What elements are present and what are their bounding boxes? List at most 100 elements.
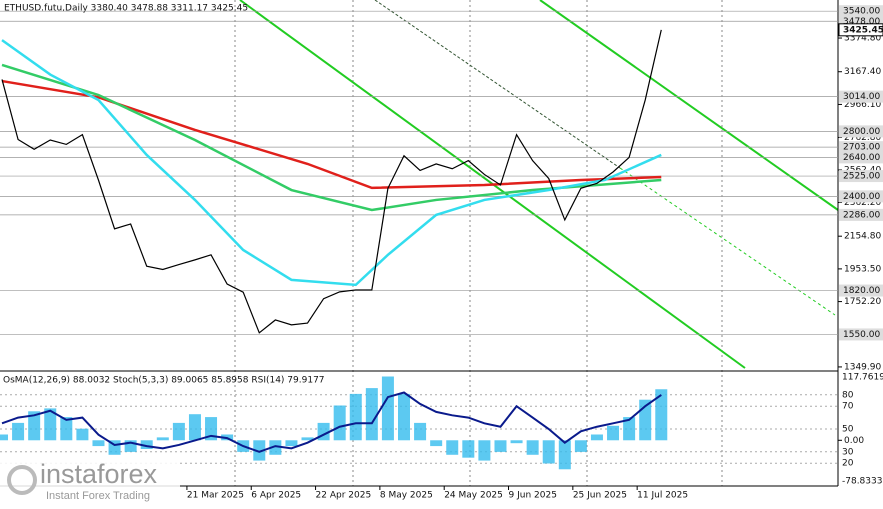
level-tag <box>839 190 883 203</box>
osma-bar <box>156 437 169 441</box>
osma-bar <box>494 440 507 452</box>
x-tick-label: 25 Jun 2025 <box>573 491 627 501</box>
y-tick-label: 2154.80 <box>844 232 881 242</box>
x-tick-label: 11 Jul 2025 <box>637 491 688 501</box>
level-label: 2800.00 <box>843 127 880 137</box>
indicator-tick-label: 80 <box>842 390 854 400</box>
osma-bar <box>12 422 25 441</box>
osma-bar <box>44 408 57 441</box>
level-tag <box>839 5 883 18</box>
osma-bar <box>0 434 8 441</box>
level-label: 1820.00 <box>843 286 880 296</box>
osma-bar <box>253 440 266 461</box>
level-tag <box>839 15 883 28</box>
x-tick-label: 8 May 2025 <box>380 491 433 501</box>
level-tag <box>839 208 883 221</box>
indicator-tick-label: 20 <box>842 459 854 469</box>
marks: 3374.803167.402966.102762.802562.402362.… <box>0 5 883 501</box>
osma-bar <box>365 388 378 441</box>
level-label: 3540.00 <box>843 7 880 17</box>
x-tick-label: 24 May 2025 <box>444 491 503 501</box>
osma-bar <box>607 425 620 441</box>
level-label: 2400.00 <box>843 192 880 202</box>
osma-bar <box>172 422 185 441</box>
osma-bar <box>269 440 282 455</box>
osma-bar <box>558 440 571 470</box>
osma-bar <box>590 434 603 441</box>
level-tag <box>839 170 883 183</box>
level-label: 3014.00 <box>843 92 880 102</box>
osma-bar <box>542 440 555 464</box>
moving-average <box>1 39 662 287</box>
osma-bar <box>140 440 153 449</box>
level-tag <box>839 125 883 138</box>
chart-title: ETHUSD.futu,Daily 3380.40 3478.88 3311.1… <box>4 4 248 14</box>
osma-bar <box>478 440 491 461</box>
indicator-tick-label: 50 <box>842 425 854 435</box>
y-tick-label: 3374.80 <box>844 34 881 44</box>
watermark-bg <box>0 458 180 505</box>
osma-bar <box>60 417 73 441</box>
level-label: 2703.00 <box>843 143 880 153</box>
osma-bar <box>92 440 105 447</box>
indicator-limit-label: -78.8333 <box>842 477 882 487</box>
osma-bar <box>655 389 668 441</box>
osma-bar <box>205 417 218 441</box>
trend-line <box>374 0 621 169</box>
tagline: Instant Forex Trading <box>46 490 150 502</box>
brand: instaforex <box>40 459 158 489</box>
logo-icon <box>7 465 37 495</box>
price-line <box>1 29 662 334</box>
level-label: 3478.00 <box>843 17 880 27</box>
x-tick-label: 22 Apr 2025 <box>316 491 372 501</box>
level-label: 2640.00 <box>843 153 880 163</box>
y-tick-label: 2762.80 <box>844 133 881 143</box>
osma-bar <box>285 440 298 447</box>
level-tag <box>839 141 883 154</box>
y-tick-label: 3167.40 <box>844 67 881 77</box>
osma-bar <box>462 440 475 458</box>
level-label: 1550.00 <box>843 330 880 340</box>
indicator-y2-label: 0.00 <box>844 436 864 446</box>
y-tick-label: 1752.20 <box>844 297 881 307</box>
y-tick-label: 1953.50 <box>844 264 881 274</box>
last-price-label: 3425.45 <box>843 25 883 35</box>
osma-bar <box>526 440 539 455</box>
osma-bar <box>574 440 587 452</box>
moving-average <box>1 63 662 212</box>
watermark: instaforex Instant Forex Trading <box>0 458 180 505</box>
y-tick-label: 2362.20 <box>844 198 881 208</box>
osma-bar <box>76 428 89 441</box>
osma-bar <box>623 417 636 441</box>
osma-bar <box>414 422 427 441</box>
indicator-tick-label: 70 <box>842 402 854 412</box>
trend-line <box>539 0 839 211</box>
osma-bar <box>510 440 523 444</box>
x-tick-label: 21 Mar 2025 <box>187 491 244 501</box>
osma-bar <box>430 440 443 447</box>
level-label: 2525.00 <box>843 172 880 182</box>
last-price-tag <box>838 23 883 37</box>
indicator-tick-label: 30 <box>842 447 854 457</box>
osma-bar <box>28 411 41 441</box>
level-label: 2286.00 <box>843 210 880 220</box>
level-tag <box>839 284 883 297</box>
osma-bar <box>398 393 410 441</box>
indicator-limit-label: 117.7619 <box>842 373 883 383</box>
osma-bar <box>301 437 314 441</box>
level-tag <box>839 328 883 341</box>
osma-bar <box>349 393 362 441</box>
osma-bar <box>446 440 459 455</box>
x-tick-label: 6 Apr 2025 <box>251 491 301 501</box>
osma-bar <box>124 440 137 452</box>
level-tag <box>839 151 883 164</box>
rsi-line <box>1 391 662 453</box>
y-tick-label: 2966.10 <box>844 100 881 110</box>
level-tag <box>839 90 883 103</box>
osma-bar <box>381 376 394 441</box>
indicator-title: OsMA(12,26,9) 88.0032 Stoch(5,3,3) 89.00… <box>3 376 325 386</box>
x-tick-label: 9 Jun 2025 <box>509 491 557 501</box>
y-tick-label: 1349.90 <box>844 362 881 372</box>
